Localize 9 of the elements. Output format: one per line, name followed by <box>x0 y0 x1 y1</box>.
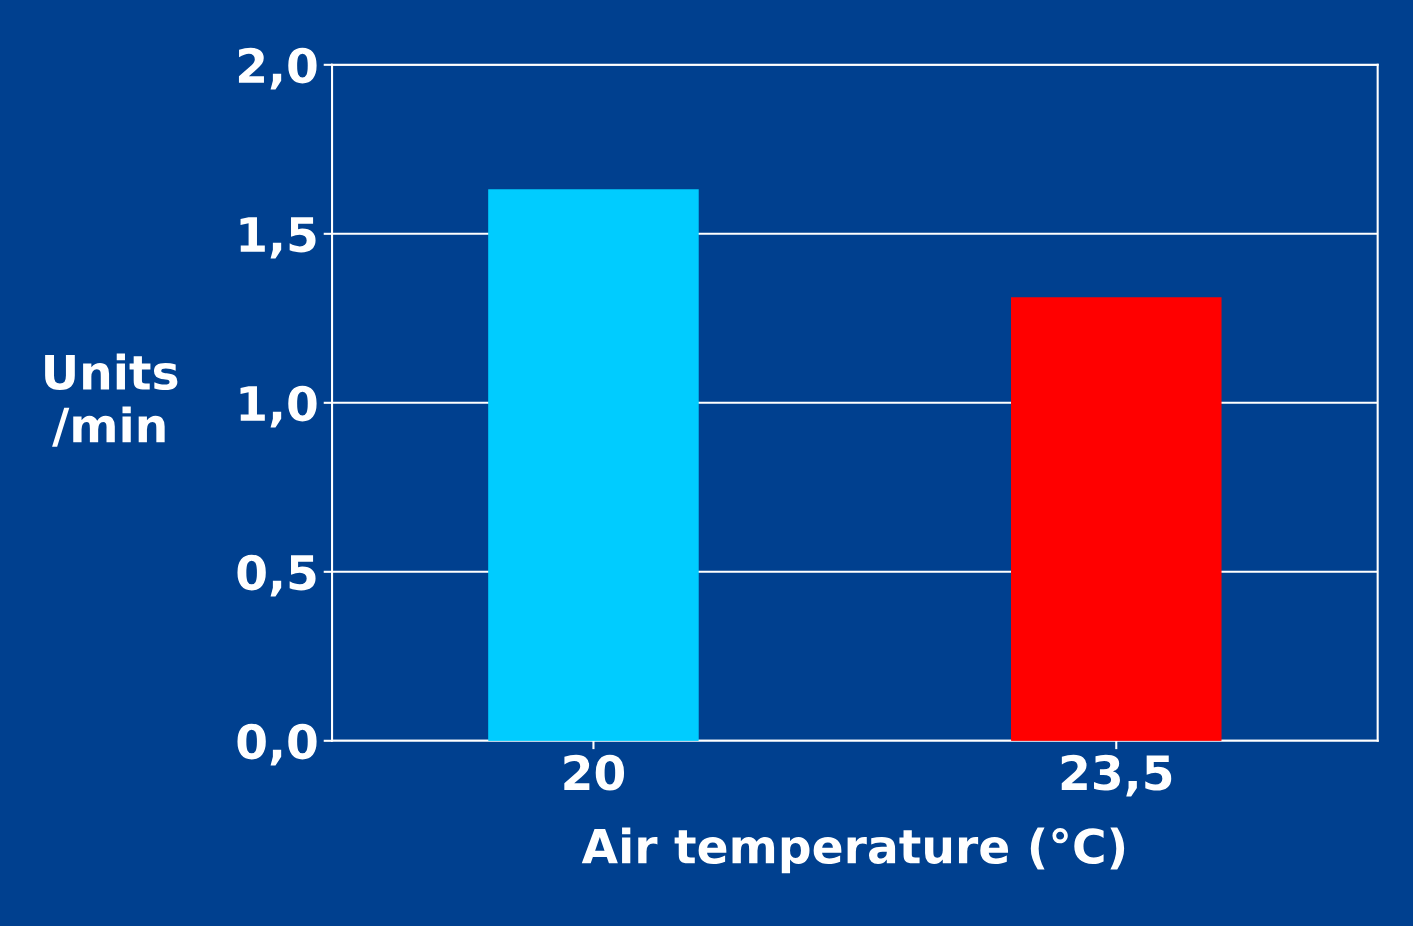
x-tick-label: 20 <box>564 754 625 791</box>
y-tick-label: 2,0 <box>238 47 317 90</box>
y-tick-label: 1,5 <box>240 217 316 259</box>
x-axis-title: Air temperature (°C) <box>581 827 1125 874</box>
x-tick-label: 23,5 <box>1061 754 1172 797</box>
y-tick-label: 0,0 <box>237 723 317 766</box>
y-tick-label: 1,0 <box>240 385 317 428</box>
y-tick-label: 0,5 <box>237 554 316 597</box>
y-axis-title: Units /min <box>45 353 178 447</box>
